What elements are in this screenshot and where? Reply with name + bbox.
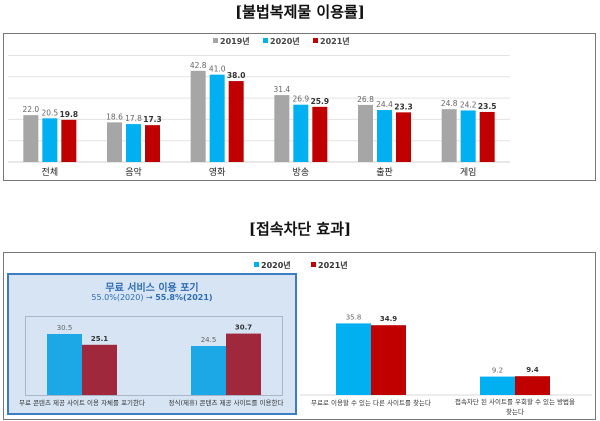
data-label: 34.9 [380, 315, 397, 323]
data-label: 41.0 [209, 65, 226, 74]
category-label: 전체 [42, 167, 59, 178]
data-label: 20.5 [41, 108, 58, 117]
data-label: 35.8 [346, 313, 362, 321]
bar-2020년 [336, 323, 371, 395]
bar-2020년 [209, 74, 225, 162]
top-chart-title: [불법복제물 이용률] [235, 3, 365, 21]
data-label: 26.9 [292, 95, 309, 104]
bar-2021년 [479, 111, 495, 162]
legend-swatch [254, 262, 259, 267]
bar-2019년 [190, 70, 206, 162]
legend-swatch [311, 262, 316, 267]
annotation-text: 55.0%(2020) → 55.8%(2021) [7, 293, 297, 302]
data-label: 23.3 [394, 102, 413, 111]
data-label: 25.1 [91, 335, 108, 343]
legend-label: 2020년 [270, 36, 300, 46]
data-label: 26.8 [357, 95, 374, 104]
data-label: 18.6 [106, 112, 123, 121]
data-label: 42.8 [190, 61, 207, 70]
top-chart-frame [3, 33, 596, 181]
data-label: 30.5 [57, 324, 73, 332]
category-label: 음악 [125, 166, 142, 178]
data-label: 24.2 [460, 100, 477, 109]
bar-2020년 [460, 110, 476, 162]
category-label: 방송 [293, 167, 310, 178]
legend-swatch [213, 38, 218, 43]
bar-2021년 [312, 106, 328, 162]
category-label: 정식(제휴) 콘텐츠 제공 사이트를 이용한다 [169, 398, 284, 407]
data-label: 31.4 [273, 85, 290, 94]
data-label: 17.3 [143, 115, 162, 124]
annotation-title: 무료 서비스 이용 포기 [105, 283, 199, 294]
bar-2019년 [358, 104, 373, 162]
data-label: 24.8 [441, 99, 458, 108]
category-label: 무료로 이용할 수 있는 다른 사이트를 찾는다 [311, 398, 431, 407]
data-label: 24.4 [376, 100, 393, 109]
bar-2019년 [107, 122, 122, 162]
data-label: 17.8 [125, 114, 142, 123]
legend-label: 2021년 [320, 36, 350, 46]
bar-2019년 [274, 95, 290, 162]
bar-2021년 [371, 325, 406, 395]
bar-2021년 [226, 333, 261, 395]
data-label: 38.0 [227, 71, 246, 80]
bar-2020년 [480, 376, 515, 395]
data-label: 9.2 [492, 367, 503, 375]
bar-2019년 [23, 115, 39, 162]
data-label: 22.0 [22, 105, 39, 114]
bottom-chart-frame [3, 252, 596, 420]
category-label: 게임 [460, 166, 477, 178]
legend-label: 2020년 [261, 260, 291, 270]
arrow-icon: → [145, 293, 153, 302]
category-label: 영화 [209, 167, 226, 178]
bar-2021년 [396, 112, 411, 162]
category-label: 무료 콘텐츠 제공 사이트 이용 자체를 포기한다 [19, 398, 145, 407]
data-label: 9.4 [526, 366, 539, 374]
bar-2020년 [377, 110, 392, 162]
bottom-chart-title: [접속차단 효과] [248, 220, 352, 238]
abandon-inner-box [25, 316, 283, 396]
bar-2021년 [82, 344, 117, 395]
bar-2020년 [293, 104, 309, 162]
data-label: 23.5 [478, 102, 497, 111]
legend-swatch [313, 38, 318, 43]
category-label: 접속차단 된 사이트를 우회할 수 있는 방법을 찾는다 [455, 397, 575, 416]
data-label: 25.9 [311, 97, 330, 106]
category-label: 출판 [376, 167, 393, 178]
data-label: 30.7 [235, 324, 252, 332]
legend-label: 2019년 [220, 36, 250, 46]
bar-2020년 [47, 334, 82, 395]
legend-label: 2021년 [318, 260, 348, 270]
bar-2021년 [145, 125, 160, 162]
bar-2020년 [126, 124, 141, 162]
bar-2020년 [191, 346, 226, 395]
bar-2021년 [515, 376, 550, 395]
annotation-2021: 55.8%(2021) [155, 293, 213, 302]
data-label: 19.8 [60, 110, 79, 119]
bar-2021년 [61, 119, 77, 162]
bar-2019년 [441, 109, 457, 162]
legend-swatch [263, 38, 268, 43]
data-label: 24.5 [201, 336, 217, 344]
annotation-2020: 55.0%(2020) [91, 293, 144, 302]
bar-2020년 [42, 118, 58, 162]
bar-2021년 [228, 81, 244, 162]
